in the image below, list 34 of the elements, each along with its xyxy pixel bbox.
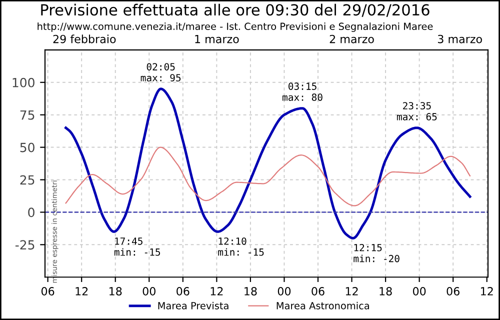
legend-label: Marea Astronomica — [276, 302, 370, 310]
x-tick-label: 18 — [244, 287, 257, 296]
x-tick-label: 12 — [210, 287, 223, 296]
annotation: 17:45 min: -15 — [114, 238, 160, 256]
annotation: 12:10 min: -15 — [218, 237, 264, 256]
y-tick-label: 75 — [20, 110, 34, 120]
x-tick-label: 18 — [380, 287, 392, 296]
x-tick-label: 12 — [481, 287, 493, 296]
y-tick-label: 25 — [20, 175, 34, 185]
annotation: 02:05 max: 95 — [140, 63, 181, 82]
legend-label: Marea Prevista — [158, 302, 228, 310]
y-tick-label: 100 — [12, 78, 34, 88]
x-tick-label: 06 — [312, 287, 324, 296]
x-tick-label: 12 — [346, 287, 358, 296]
annotation: 23:35 max: 65 — [396, 102, 437, 120]
y-tick-label: 50 — [20, 142, 34, 152]
text: 29 febbraio — [53, 34, 116, 44]
y-tick-label: 0 — [28, 208, 34, 218]
x-tick-label: 00 — [142, 287, 156, 296]
text: 2 marzo — [330, 34, 374, 44]
annotation: 12:15 min: -20 — [354, 244, 400, 262]
chart-title: Previsione effettuata alle ore 09:30 del 29/02/2016 — [41, 4, 430, 17]
chart-subtitle: http://www.comune.venezia.it/maree - Ist. Centro Previsioni e Segnalazioni Maree — [38, 22, 433, 32]
x-tick-label: 18 — [110, 287, 122, 296]
x-tick-label: 06 — [446, 287, 460, 296]
x-tick-label: 06 — [176, 287, 190, 296]
text: 1 marzo — [195, 34, 239, 44]
y-tick-label: -25 — [15, 240, 34, 250]
x-tick-label: 06 — [41, 287, 54, 296]
annotation: 03:15 max: 80 — [282, 82, 322, 101]
x-tick-label: 00 — [278, 287, 291, 296]
x-tick-label: 00 — [412, 287, 426, 296]
x-tick-label: 12 — [76, 287, 88, 296]
text: 3 marzo — [438, 34, 482, 44]
